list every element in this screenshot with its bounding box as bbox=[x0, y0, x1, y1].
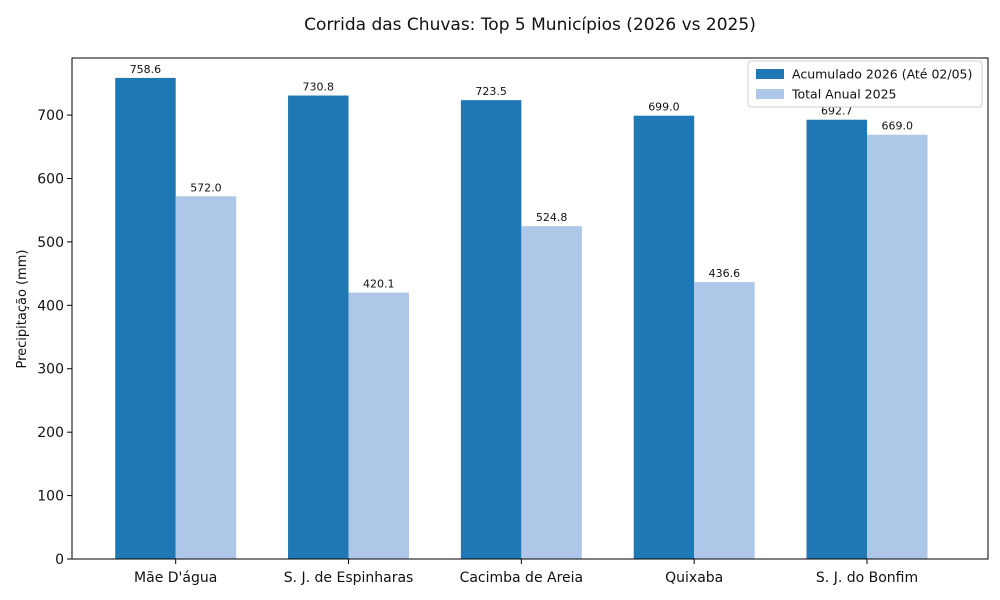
x-tick-label: Quixaba bbox=[665, 570, 723, 586]
plot-frame bbox=[71, 57, 989, 560]
data-label-2025-3: 524.8 bbox=[536, 211, 568, 224]
bar-2025-2 bbox=[348, 292, 410, 559]
legend-label-2: Total Anual 2025 bbox=[791, 87, 896, 102]
y-tick-label: 200 bbox=[37, 425, 64, 441]
data-label-2025-5: 669.0 bbox=[882, 120, 914, 133]
data-label-2025-4: 436.6 bbox=[709, 267, 741, 280]
x-tick-label: S. J. do Bonfim bbox=[816, 570, 918, 586]
data-label-2026-5: 692.7 bbox=[821, 105, 853, 118]
data-label-2025-1: 572.0 bbox=[190, 181, 222, 194]
bar-2025-5 bbox=[867, 134, 928, 560]
data-label-2026-3: 723.5 bbox=[475, 85, 507, 98]
legend-swatch-2 bbox=[756, 89, 784, 99]
y-tick-label: 300 bbox=[37, 362, 64, 378]
x-tick-label: Cacimba de Areia bbox=[460, 570, 584, 586]
legend-swatch-1 bbox=[756, 69, 784, 79]
y-tick-label: 0 bbox=[55, 552, 64, 568]
x-tick-label: Mãe D'água bbox=[134, 570, 217, 586]
y-tick-label: 700 bbox=[37, 108, 64, 124]
bar-2025-4 bbox=[694, 282, 755, 559]
y-tick-label: 100 bbox=[37, 489, 64, 505]
data-label-2026-1: 758.6 bbox=[130, 63, 162, 76]
bar-2026-1 bbox=[115, 77, 176, 559]
x-axis: Mãe D'água S. J. de Espinharas Cacimba de … bbox=[134, 559, 918, 586]
data-labels-group: 758.6 730.8 723.5 699.0 692.7 572.0 420.1 524.8… bbox=[130, 63, 913, 291]
legend-box bbox=[747, 60, 983, 108]
legend-label-1: Acumulado 2026 (Até 02/05) bbox=[792, 67, 972, 82]
bar-2026-2 bbox=[288, 95, 349, 559]
bar-2026-5 bbox=[806, 119, 868, 560]
y-axis: 0 100 200 300 400 500 600 700 bbox=[37, 108, 72, 568]
data-label-2026-2: 730.8 bbox=[303, 81, 335, 94]
y-axis-label: Precipitação (mm) bbox=[15, 249, 30, 368]
legend: Acumulado 2026 (Até 02/05) Total Anual 20… bbox=[747, 60, 983, 108]
x-tick-label: S. J. de Espinharas bbox=[284, 570, 414, 586]
bar-2025-1 bbox=[175, 196, 237, 559]
bar-2026-4 bbox=[633, 115, 695, 560]
chart-title: Corrida das Chuvas: Top 5 Municípios (20… bbox=[304, 15, 756, 35]
data-label-2025-2: 420.1 bbox=[363, 278, 395, 291]
y-tick-label: 400 bbox=[37, 298, 64, 314]
y-tick-label: 500 bbox=[37, 235, 64, 251]
data-label-2026-4: 699.0 bbox=[648, 101, 680, 114]
bars-group bbox=[115, 77, 928, 560]
bar-2026-3 bbox=[460, 100, 522, 560]
y-tick-label: 600 bbox=[37, 171, 64, 187]
bar-2025-3 bbox=[521, 226, 582, 559]
